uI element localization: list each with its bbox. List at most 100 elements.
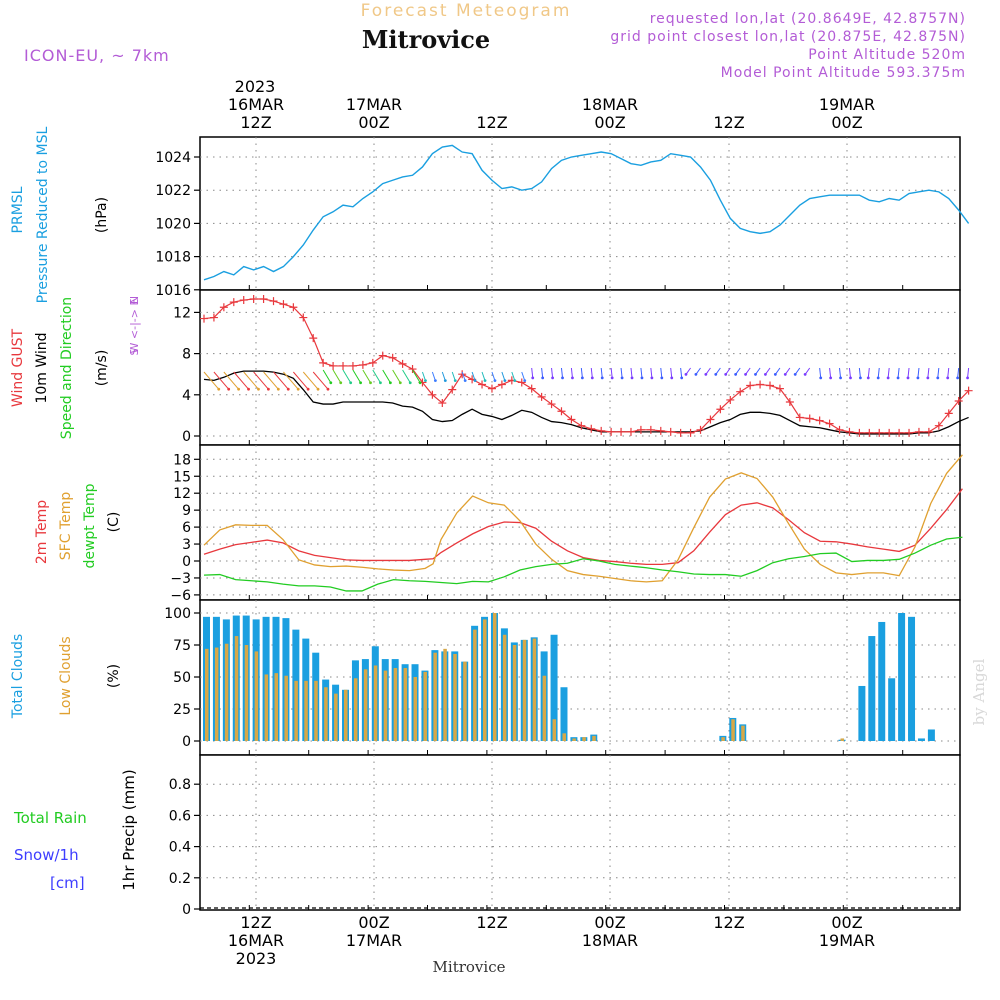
gust-marker xyxy=(219,303,228,312)
gust-marker xyxy=(348,361,357,370)
wind-arrow-head xyxy=(684,373,688,376)
low-cloud-bar xyxy=(383,670,388,741)
pressure-frame xyxy=(199,136,961,291)
wind-arrow xyxy=(907,367,910,378)
wind-arrow-head xyxy=(803,373,807,376)
low-cloud-bar xyxy=(592,735,596,741)
bottom-tick-l1: 12Z xyxy=(476,913,507,932)
wind-arrow xyxy=(451,371,456,381)
wind-arrow xyxy=(441,371,446,381)
gust-marker xyxy=(269,297,278,306)
wind-arrow-head xyxy=(694,373,698,376)
clouds-ytick-label: 75 xyxy=(173,638,191,654)
low-cloud-bar xyxy=(353,678,358,741)
wind-arrow xyxy=(967,367,970,378)
wind-arrow-head xyxy=(866,376,870,380)
precip-ytick-label: 0.6 xyxy=(169,808,191,824)
model-name: ICON-EU, ~ 7km xyxy=(24,46,170,65)
precip-unit: 1hr Precip (mm) xyxy=(120,769,138,890)
gust-marker xyxy=(617,427,626,436)
gust-marker xyxy=(696,425,705,434)
wind-series-line xyxy=(203,370,969,435)
wind-arrow-head xyxy=(906,376,910,380)
wind-arrow xyxy=(283,371,299,390)
gust-marker xyxy=(726,395,735,404)
total-cloud-bar xyxy=(868,636,876,741)
wind-arrow xyxy=(640,367,643,378)
wind-arrow xyxy=(243,371,259,390)
temp-frame xyxy=(199,444,961,601)
info-line-3: Point Altitude 520m xyxy=(808,47,966,63)
wind-ytick-label: 4 xyxy=(182,388,191,404)
wind-arrow-head xyxy=(670,376,674,380)
low-cloud-bar xyxy=(473,629,477,741)
temp-ytick-label: −3 xyxy=(170,571,191,587)
low-cloud-bar xyxy=(423,671,427,741)
wind-arrow xyxy=(680,367,683,378)
wind-arrow-head xyxy=(916,376,920,380)
temp-ytick-label: 12 xyxy=(173,486,191,502)
gust-marker xyxy=(358,360,367,369)
wind-panel: 0 4 8 12 xyxy=(173,289,973,446)
low-cloud-bar xyxy=(741,725,745,741)
gust-marker xyxy=(845,427,854,436)
wind-arrow-head xyxy=(819,376,823,380)
gust-marker xyxy=(626,427,635,436)
wind-arrow xyxy=(829,367,832,378)
wind-arrow-head xyxy=(329,381,333,385)
low-cloud-bar xyxy=(463,661,467,741)
wind-arrow xyxy=(342,369,352,383)
top-tick-hour: 00Z xyxy=(831,113,862,132)
gust-marker xyxy=(557,407,566,416)
snow-unit-label: [cm] xyxy=(50,874,85,892)
wind-arrow-head xyxy=(339,381,343,385)
gust-marker xyxy=(398,359,407,368)
pressure-ytick-label: 1022 xyxy=(155,183,191,199)
precip-labels: Total Rain Snow/1h [cm] 1hr Precip (mm) xyxy=(13,769,138,892)
wind-arrow-head xyxy=(630,376,634,380)
gust-marker xyxy=(299,313,308,322)
wind-arrow-head xyxy=(316,387,320,391)
low-cloud-bar xyxy=(532,638,537,741)
wind-arrow xyxy=(877,367,880,378)
gust-marker xyxy=(964,386,973,395)
bottom-tick-l1: 00Z xyxy=(831,913,862,932)
gust-marker xyxy=(487,384,496,393)
wind-arrow xyxy=(431,371,436,381)
gust-marker xyxy=(200,314,208,323)
compass-s: S xyxy=(128,348,141,355)
precip-ytick-label: 0.4 xyxy=(169,840,191,856)
wind-arrow-head xyxy=(306,387,310,391)
gust-marker xyxy=(229,298,238,307)
precip-ytick-label: 0 xyxy=(182,902,191,918)
wind-arrow-head xyxy=(388,381,392,385)
gust-marker xyxy=(537,392,546,401)
wind-arrow-head xyxy=(418,381,422,385)
gust-marker xyxy=(795,413,804,422)
gust-marker xyxy=(756,380,765,389)
top-year: 2023 xyxy=(235,77,276,96)
temp-label-1: 2m Temp xyxy=(34,500,50,564)
wind-arrow xyxy=(223,371,239,390)
gust-marker xyxy=(686,428,695,437)
gust-marker xyxy=(885,428,894,437)
gust-marker xyxy=(895,428,904,437)
overtitle: Forecast Meteogram xyxy=(361,1,572,21)
gust-marker xyxy=(706,415,715,424)
gust-marker xyxy=(239,296,248,305)
wind-arrow xyxy=(362,369,371,383)
wind-arrow xyxy=(312,371,329,390)
gust-marker xyxy=(646,425,655,434)
gust-marker xyxy=(766,381,775,390)
wind-arrow-head xyxy=(610,376,614,380)
wind-arrow-head xyxy=(926,376,930,380)
temp-ytick-label: 0 xyxy=(182,554,191,570)
gust-marker xyxy=(716,405,725,414)
wind-arrow-head xyxy=(266,387,270,391)
total-cloud-bar xyxy=(888,678,896,741)
wind-arrow xyxy=(570,367,573,378)
total-cloud-bar xyxy=(550,634,558,741)
low-cloud-bar xyxy=(314,680,318,741)
total-cloud-bar xyxy=(878,621,886,741)
